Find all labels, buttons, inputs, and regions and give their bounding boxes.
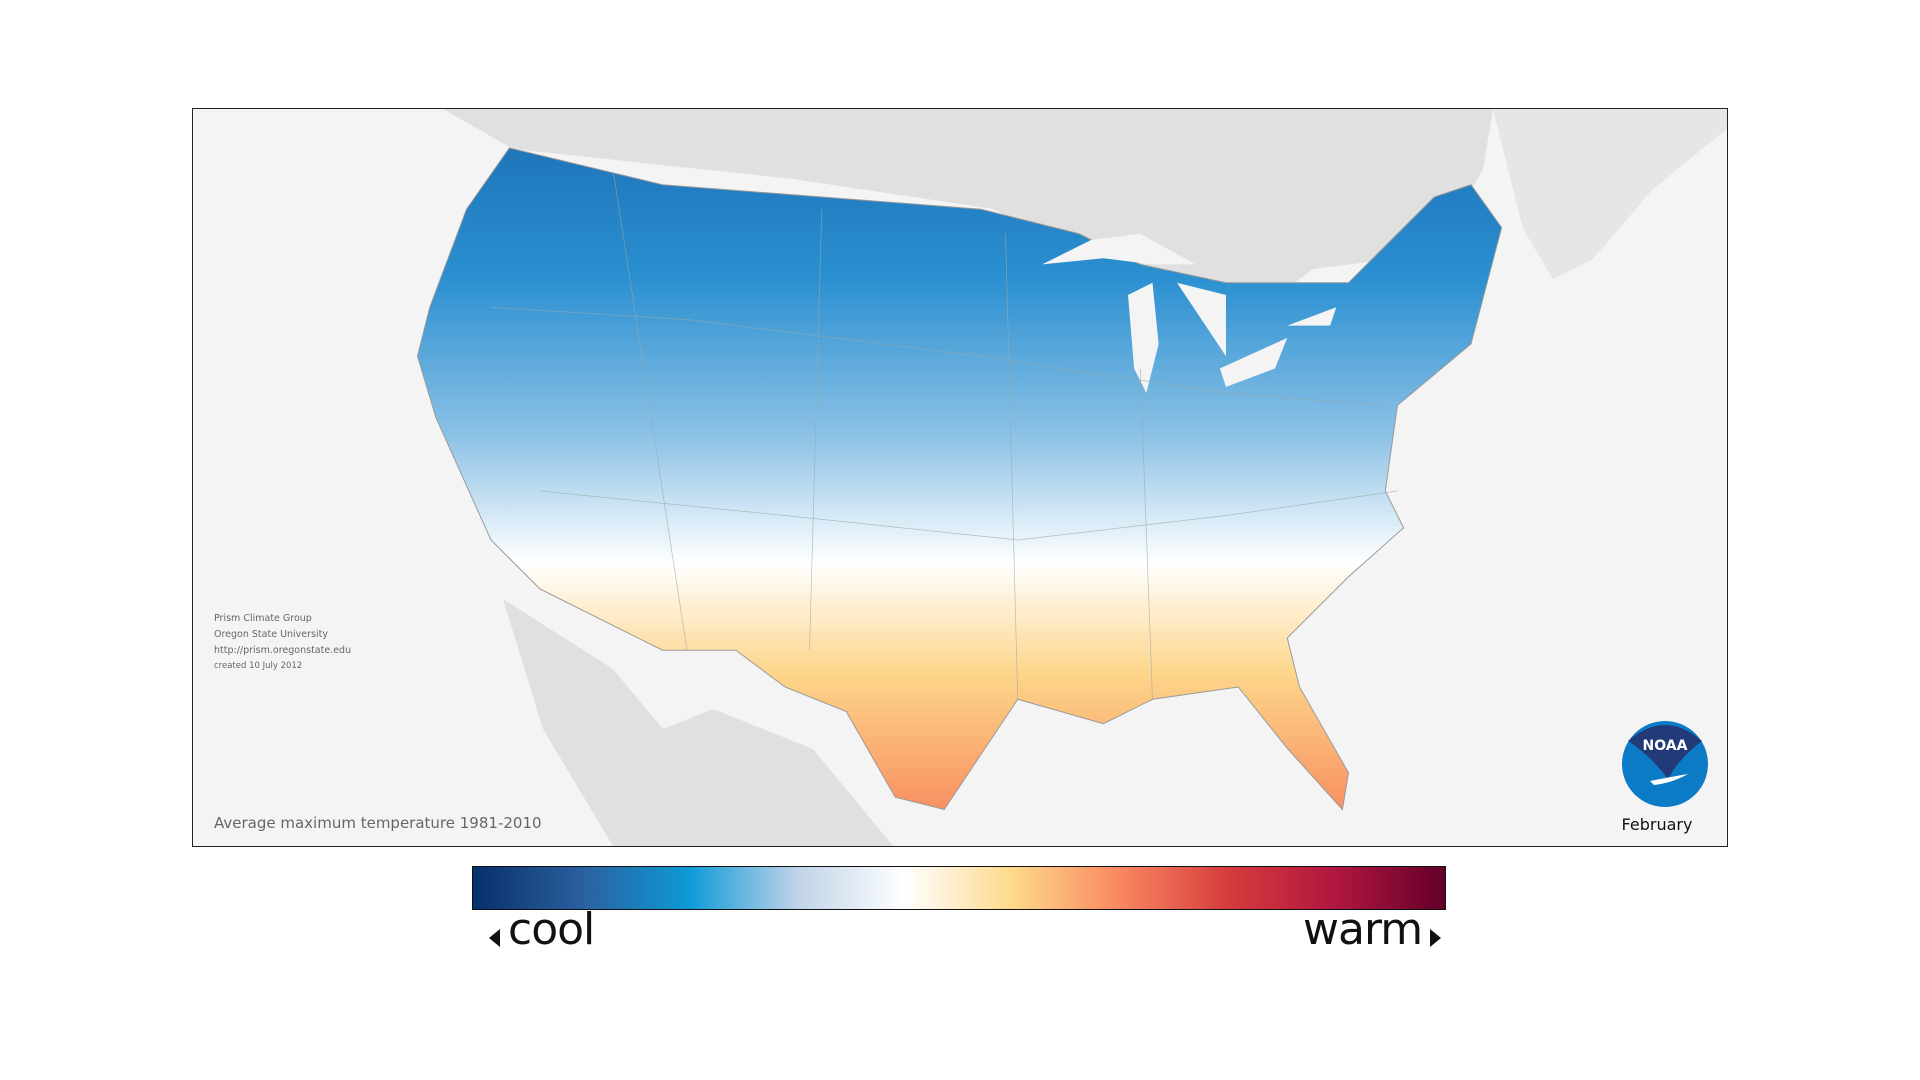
- month-label: February: [1621, 815, 1693, 834]
- canada-land: [443, 109, 1727, 309]
- noaa-logo-text: NOAA: [1643, 738, 1688, 754]
- warm-label: warm: [1303, 904, 1423, 955]
- map-title: Average maximum temperature 1981-2010: [214, 814, 542, 832]
- credit-url: http://prism.oregonstate.edu: [214, 645, 352, 656]
- left-arrow-icon: [489, 929, 500, 947]
- mexico-land: [503, 599, 893, 846]
- color-scale-bar: [472, 866, 1446, 910]
- credit-date: created 10 July 2012: [214, 661, 303, 671]
- contiguous-us: [416, 147, 1503, 811]
- noaa-logo: NOAA: [1622, 721, 1708, 807]
- cool-label: cool: [508, 904, 595, 955]
- credit-org: Prism Climate Group: [214, 613, 312, 624]
- temperature-map: [416, 109, 1727, 846]
- great-lakes: [1042, 233, 1337, 393]
- right-arrow-icon: [1430, 929, 1441, 947]
- map-frame: Prism Climate Group Oregon State Univers…: [192, 108, 1728, 847]
- state-borders: [490, 172, 1398, 700]
- credit-university: Oregon State University: [214, 629, 328, 640]
